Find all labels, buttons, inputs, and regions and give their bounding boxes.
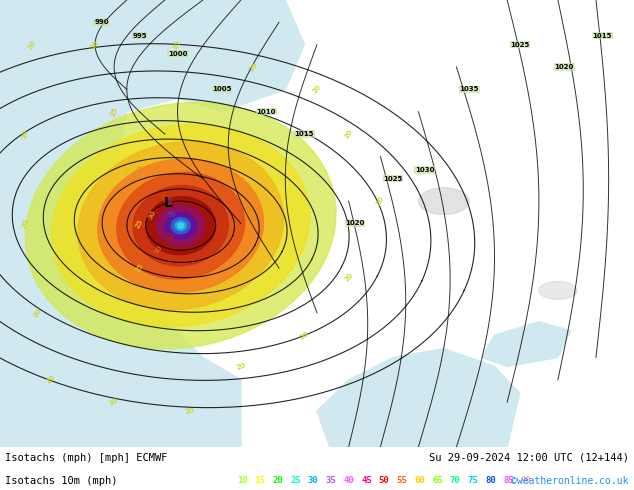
Text: 40: 40 xyxy=(344,476,354,485)
Text: 20: 20 xyxy=(344,128,354,140)
Text: 20: 20 xyxy=(33,307,43,318)
Text: 1030: 1030 xyxy=(415,167,434,173)
Text: 1010: 1010 xyxy=(257,109,276,115)
Ellipse shape xyxy=(539,282,577,299)
Text: 1020: 1020 xyxy=(555,64,574,70)
Text: 30: 30 xyxy=(147,209,157,220)
Text: 30: 30 xyxy=(134,164,145,175)
Ellipse shape xyxy=(178,223,184,228)
Ellipse shape xyxy=(175,221,186,231)
Text: 20: 20 xyxy=(108,397,120,407)
Text: 20: 20 xyxy=(89,39,101,50)
Text: 1035: 1035 xyxy=(460,86,479,93)
Text: Isotachs 10m (mph): Isotachs 10m (mph) xyxy=(5,475,117,486)
Text: Su 29-09-2024 12:00 UTC (12+144): Su 29-09-2024 12:00 UTC (12+144) xyxy=(429,453,629,463)
Text: 1000: 1000 xyxy=(168,50,187,57)
Text: 25: 25 xyxy=(134,263,145,274)
Ellipse shape xyxy=(117,172,245,279)
Text: 75: 75 xyxy=(468,476,478,485)
Ellipse shape xyxy=(25,102,336,349)
Text: ©weatheronline.co.uk: ©weatheronline.co.uk xyxy=(512,475,629,486)
Text: 70: 70 xyxy=(450,476,460,485)
Ellipse shape xyxy=(78,142,283,310)
Text: 25: 25 xyxy=(110,106,119,117)
Text: L: L xyxy=(164,196,172,210)
Text: 10: 10 xyxy=(237,476,247,485)
Text: 20: 20 xyxy=(248,62,259,73)
Ellipse shape xyxy=(171,218,190,234)
Text: 15: 15 xyxy=(255,476,265,485)
Text: 1025: 1025 xyxy=(510,42,529,48)
Text: 20: 20 xyxy=(27,39,37,50)
Text: 20: 20 xyxy=(343,271,354,283)
Text: 20: 20 xyxy=(375,196,385,207)
Ellipse shape xyxy=(157,206,205,246)
Text: 90: 90 xyxy=(521,476,531,485)
Text: 20: 20 xyxy=(21,218,30,229)
Polygon shape xyxy=(0,0,241,447)
Text: 20: 20 xyxy=(299,330,310,341)
Text: 1025: 1025 xyxy=(384,176,403,182)
Text: 20: 20 xyxy=(273,476,283,485)
Text: 50: 50 xyxy=(379,476,389,485)
Text: 80: 80 xyxy=(486,476,496,485)
Text: 45: 45 xyxy=(166,196,176,207)
Text: 25: 25 xyxy=(122,164,131,175)
Polygon shape xyxy=(317,348,520,447)
Ellipse shape xyxy=(98,159,264,293)
Polygon shape xyxy=(482,322,571,367)
Text: 40: 40 xyxy=(166,231,176,243)
Ellipse shape xyxy=(165,212,197,239)
Text: 1015: 1015 xyxy=(295,131,314,137)
Ellipse shape xyxy=(418,188,469,215)
Text: 85: 85 xyxy=(503,476,514,485)
Text: 25: 25 xyxy=(134,218,145,229)
Text: 20: 20 xyxy=(22,129,29,139)
Text: 995: 995 xyxy=(133,33,146,39)
Text: 20: 20 xyxy=(235,362,247,371)
Text: 1015: 1015 xyxy=(593,33,612,39)
Text: 20: 20 xyxy=(311,84,323,95)
Text: 55: 55 xyxy=(397,476,407,485)
Text: 1005: 1005 xyxy=(212,86,231,93)
Text: 30: 30 xyxy=(153,245,164,256)
Text: 20: 20 xyxy=(185,407,195,415)
Text: 1020: 1020 xyxy=(346,220,365,226)
Text: 45: 45 xyxy=(361,476,372,485)
Ellipse shape xyxy=(133,186,228,266)
Text: Isotachs (mph) [mph] ECMWF: Isotachs (mph) [mph] ECMWF xyxy=(5,453,167,463)
Text: 60: 60 xyxy=(415,476,425,485)
Text: 20: 20 xyxy=(172,39,183,50)
Text: 25: 25 xyxy=(290,476,301,485)
Text: 30: 30 xyxy=(308,476,318,485)
Text: 35: 35 xyxy=(326,476,336,485)
Ellipse shape xyxy=(146,196,216,255)
Polygon shape xyxy=(63,0,304,112)
Text: 65: 65 xyxy=(432,476,443,485)
Ellipse shape xyxy=(51,124,310,327)
Text: 35: 35 xyxy=(160,191,169,202)
Text: 990: 990 xyxy=(94,19,109,25)
Text: 20: 20 xyxy=(45,374,56,385)
Text: 50: 50 xyxy=(166,212,176,218)
